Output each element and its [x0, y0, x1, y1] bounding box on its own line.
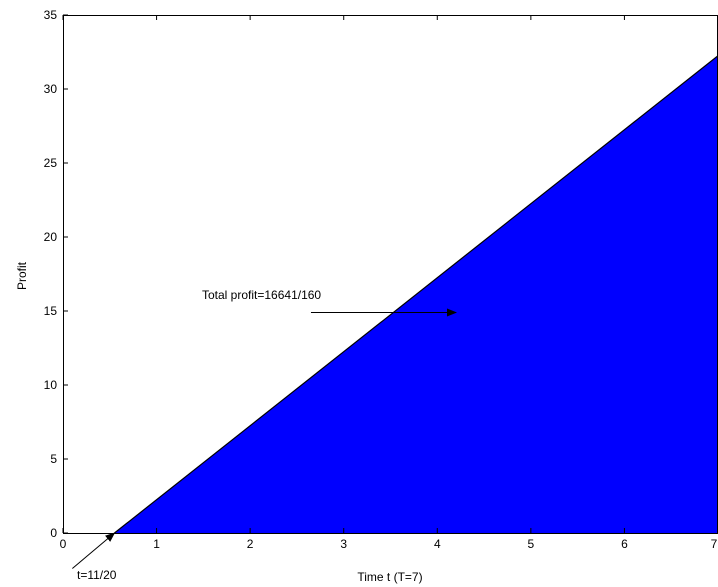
x-axis-label: Time t (T=7): [357, 570, 422, 584]
series-line-0: [114, 55, 718, 534]
x-tick-label: 7: [711, 537, 718, 551]
y-axis-label: Profit: [15, 261, 29, 290]
y-axis: 0 5 10 15 20 25 30 35: [44, 8, 68, 540]
y-tick-label: 15: [44, 304, 58, 318]
x-tick-label: 1: [153, 537, 160, 551]
x-axis: 0 1 2 3 4 5 6 7: [60, 15, 718, 551]
y-tick-label: 0: [50, 526, 57, 540]
x-tick-label: 3: [340, 537, 347, 551]
y-tick-label: 5: [50, 452, 57, 466]
x-tick-label: 6: [621, 537, 628, 551]
y-tick-label: 20: [44, 230, 58, 244]
annotation-label-1: t=11/20: [77, 568, 117, 582]
x-tick-label: 5: [528, 537, 535, 551]
annotation-layer: Total profit=16641/160 t=11/20: [72, 288, 457, 582]
x-tick-label: 2: [247, 537, 254, 551]
area-layer: [114, 55, 718, 534]
annotation-arrow-1: [72, 532, 116, 569]
x-tick-label: 0: [60, 537, 67, 551]
y-tick-label: 25: [44, 156, 58, 170]
x-tick-label: 4: [434, 537, 441, 551]
annotation-label-0: Total profit=16641/160: [202, 288, 321, 302]
y-tick-label: 35: [44, 8, 58, 22]
y-tick-label: 10: [44, 378, 58, 392]
y-tick-label: 30: [44, 82, 58, 96]
